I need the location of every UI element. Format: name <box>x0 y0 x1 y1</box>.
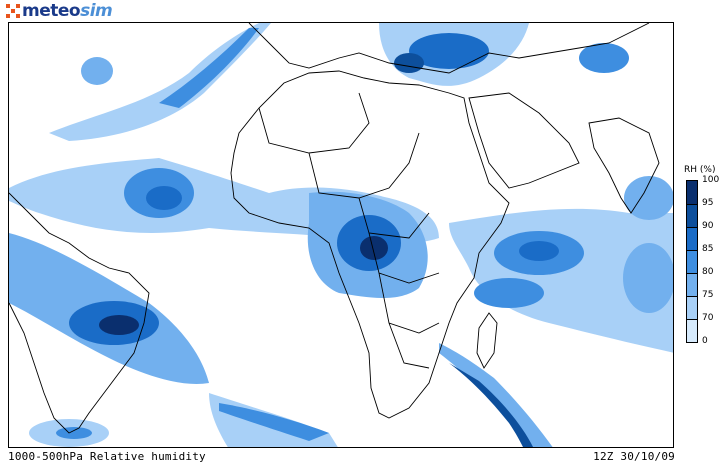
humidity-blob-europe-core <box>409 33 489 69</box>
south-america-coastline <box>9 192 150 434</box>
humidity-blob-east-indian <box>623 243 673 313</box>
legend-swatch <box>687 250 697 273</box>
humidity-band-southeast <box>439 343 553 447</box>
legend-tick-label: 90 <box>702 221 714 231</box>
legend-title: RH (%) <box>684 165 716 175</box>
legend-tick-label: 85 <box>702 244 714 254</box>
footer-timestamp: 12Z 30/10/09 <box>593 450 675 463</box>
humidity-blob-atlantic-small <box>81 57 113 85</box>
humidity-band-south-atlantic-core <box>219 403 329 441</box>
humidity-blob-se-atlantic-core <box>56 427 92 439</box>
africa-coastline <box>230 70 510 419</box>
legend-swatch <box>687 296 697 319</box>
humidity-blob-bay-of-bengal <box>624 176 673 220</box>
legend-tick-label: 75 <box>702 290 714 300</box>
europe-coastline <box>248 23 650 74</box>
humidity-blob-mozambique <box>474 278 544 308</box>
legend-tick-label: 70 <box>702 313 714 323</box>
humidity-shading <box>9 23 673 447</box>
humidity-band-southeast-core <box>449 363 533 447</box>
humidity-blob-indian-ocean-core <box>519 241 559 261</box>
humidity-map <box>8 22 674 448</box>
africa-borders <box>258 92 440 369</box>
legend-swatch <box>687 319 697 342</box>
legend-tick-label: 0 <box>702 336 708 346</box>
india-coastline <box>588 117 660 214</box>
legend-swatch <box>687 273 697 296</box>
humidity-blob-turkey <box>394 53 424 73</box>
logo-text: meteosim <box>22 1 113 21</box>
legend-swatch <box>687 181 697 204</box>
humidity-band-north-atlantic <box>49 23 271 141</box>
legend-tick-label: 100 <box>702 175 720 185</box>
coastlines <box>9 23 660 434</box>
arabia-coastline <box>468 92 580 189</box>
humidity-blob-caspian <box>579 43 629 73</box>
legend-swatch <box>687 204 697 227</box>
meteosim-logo: meteosim <box>6 1 113 21</box>
legend-swatch <box>687 227 697 250</box>
madagascar-coastline <box>476 312 498 369</box>
humidity-blob-west-atlantic-core <box>146 186 182 210</box>
humidity-blob-brazil <box>99 315 139 335</box>
map-canvas <box>9 23 673 447</box>
legend-tick-label: 95 <box>702 198 714 208</box>
humidity-band-north-atlantic-core <box>159 28 259 108</box>
legend-tick-label: 80 <box>702 267 714 277</box>
color-legend <box>686 180 698 343</box>
humidity-blob-congo <box>360 236 388 260</box>
logo-mark-icon <box>6 4 20 18</box>
footer-field-label: 1000-500hPa Relative humidity <box>8 450 206 463</box>
